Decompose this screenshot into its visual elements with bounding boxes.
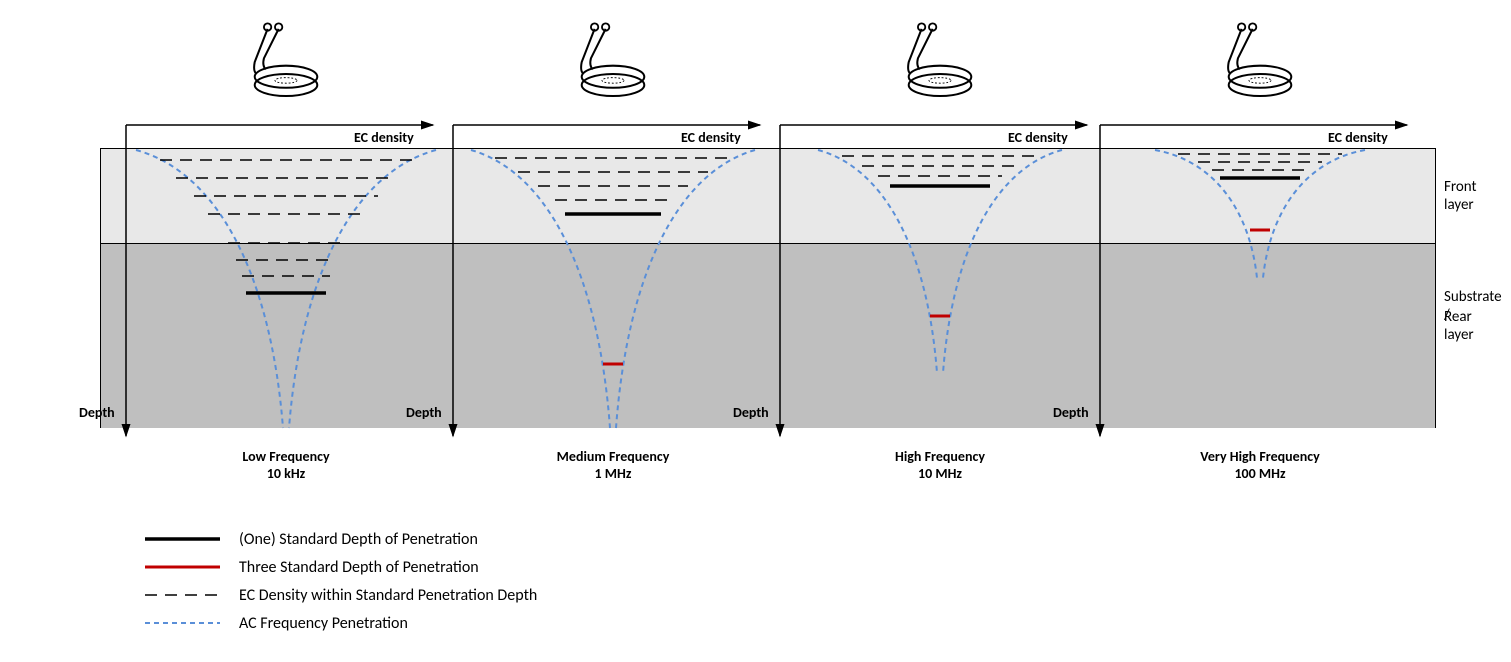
legend: (One) Standard Depth of Penetration Thre… [140,525,537,637]
legend-label-three: Three Standard Depth of Penetration [225,558,479,577]
coil-icon [567,16,659,108]
legend-row-three: Three Standard Depth of Penetration [140,553,537,581]
coil-low [240,16,332,113]
frequency-name-low: Low Frequency [186,448,386,465]
ec-density-label-low: EC density [354,129,414,146]
frequency-label-vhigh: Very High Frequency100 MHz [1160,448,1360,482]
frequency-name-vhigh: Very High Frequency [1160,448,1360,465]
legend-swatch-std [140,534,225,544]
legend-row-ac: AC Frequency Penetration [140,609,537,637]
legend-swatch-ac [140,618,225,628]
depth-label-low: Depth [79,404,115,421]
frequency-value-high: 10 MHz [840,465,1040,482]
legend-swatch-dash [140,590,225,600]
depth-label-high: Depth [733,404,769,421]
ec-density-label-high: EC density [1008,129,1068,146]
ec-density-label-vhigh: EC density [1328,129,1388,146]
legend-row-std: (One) Standard Depth of Penetration [140,525,537,553]
frequency-label-med: Medium Frequency1 MHz [513,448,713,482]
frequency-name-high: High Frequency [840,448,1040,465]
coil-icon [894,16,986,108]
coil-med [567,16,659,113]
legend-label-ac: AC Frequency Penetration [225,614,408,633]
depth-label-vhigh: Depth [1053,404,1089,421]
frequency-value-med: 1 MHz [513,465,713,482]
layers-box [100,148,1436,428]
frequency-name-med: Medium Frequency [513,448,713,465]
legend-label-std: (One) Standard Depth of Penetration [225,530,478,549]
depth-label-med: Depth [406,404,442,421]
frequency-value-low: 10 kHz [186,465,386,482]
front-layer-label: Front layer [1444,178,1477,214]
legend-row-dash: EC Density within Standard Penetration D… [140,581,537,609]
front-layer [101,149,1435,244]
rear-layer [101,244,1435,428]
ec-density-label-med: EC density [681,129,741,146]
frequency-label-low: Low Frequency10 kHz [186,448,386,482]
frequency-value-vhigh: 100 MHz [1160,465,1360,482]
coil-high [894,16,986,113]
legend-label-dash: EC Density within Standard Penetration D… [225,586,537,605]
legend-swatch-three [140,562,225,572]
coil-vhigh [1214,16,1306,113]
rear-layer-label-2: Rear layer [1444,308,1474,344]
frequency-label-high: High Frequency10 MHz [840,448,1040,482]
coil-icon [1214,16,1306,108]
coil-icon [240,16,332,108]
